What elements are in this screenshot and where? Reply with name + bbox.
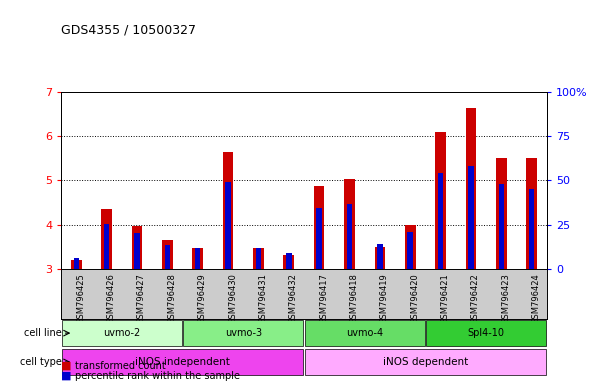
Bar — [284, 255, 294, 269]
Bar — [375, 247, 385, 269]
Text: cell type: cell type — [20, 357, 62, 367]
Bar — [408, 232, 413, 269]
Bar — [468, 166, 474, 269]
Bar — [71, 260, 82, 269]
Bar — [192, 248, 203, 269]
Bar — [73, 258, 79, 269]
Text: iNOS dependent: iNOS dependent — [382, 357, 468, 367]
Bar — [132, 226, 142, 269]
Text: GSM796432: GSM796432 — [289, 273, 298, 324]
Bar — [526, 158, 537, 269]
Text: cell line: cell line — [24, 328, 62, 338]
Bar — [426, 320, 546, 346]
Text: ■: ■ — [61, 371, 71, 381]
Text: GSM796425: GSM796425 — [76, 273, 86, 324]
Bar — [529, 189, 535, 269]
Bar — [223, 152, 233, 269]
Bar — [134, 233, 140, 269]
Bar — [195, 248, 200, 269]
Bar — [304, 349, 546, 375]
Text: uvmo-2: uvmo-2 — [103, 328, 141, 338]
Bar — [316, 208, 322, 269]
Bar — [162, 240, 173, 269]
Bar — [466, 108, 476, 269]
Bar — [164, 245, 170, 269]
Text: GDS4355 / 10500327: GDS4355 / 10500327 — [61, 23, 196, 36]
Bar — [286, 253, 291, 269]
Text: GSM796420: GSM796420 — [410, 273, 419, 324]
Bar — [496, 157, 507, 269]
Text: GSM796418: GSM796418 — [349, 273, 359, 324]
Text: GSM796424: GSM796424 — [532, 273, 541, 324]
Bar — [104, 224, 109, 269]
Bar — [62, 320, 182, 346]
Text: GSM796417: GSM796417 — [319, 273, 328, 324]
Bar — [101, 209, 112, 269]
Text: Spl4-10: Spl4-10 — [467, 328, 505, 338]
Text: GSM796428: GSM796428 — [167, 273, 177, 324]
Bar — [347, 204, 353, 269]
Bar — [344, 179, 355, 269]
Bar — [438, 173, 444, 269]
Text: transformed count: transformed count — [75, 361, 166, 371]
Bar — [304, 320, 425, 346]
Text: GSM796429: GSM796429 — [198, 273, 207, 324]
Text: ■: ■ — [61, 361, 71, 371]
Text: GSM796427: GSM796427 — [137, 273, 146, 324]
Bar — [253, 248, 264, 269]
Text: GSM796430: GSM796430 — [228, 273, 237, 324]
Text: iNOS independent: iNOS independent — [135, 357, 230, 367]
Text: GSM796422: GSM796422 — [471, 273, 480, 324]
Text: GSM796423: GSM796423 — [501, 273, 510, 324]
Bar — [435, 132, 446, 269]
Bar — [255, 248, 261, 269]
Text: GSM796431: GSM796431 — [258, 273, 268, 324]
Text: uvmo-4: uvmo-4 — [346, 328, 383, 338]
Bar — [225, 182, 231, 269]
Text: GSM796419: GSM796419 — [380, 273, 389, 324]
Bar — [377, 244, 382, 269]
Bar — [62, 349, 304, 375]
Text: GSM796421: GSM796421 — [441, 273, 450, 324]
Text: GSM796426: GSM796426 — [107, 273, 115, 324]
Bar — [314, 186, 324, 269]
Bar — [183, 320, 304, 346]
Text: uvmo-3: uvmo-3 — [225, 328, 262, 338]
Bar — [499, 184, 504, 269]
Text: percentile rank within the sample: percentile rank within the sample — [75, 371, 240, 381]
Bar — [405, 225, 415, 269]
